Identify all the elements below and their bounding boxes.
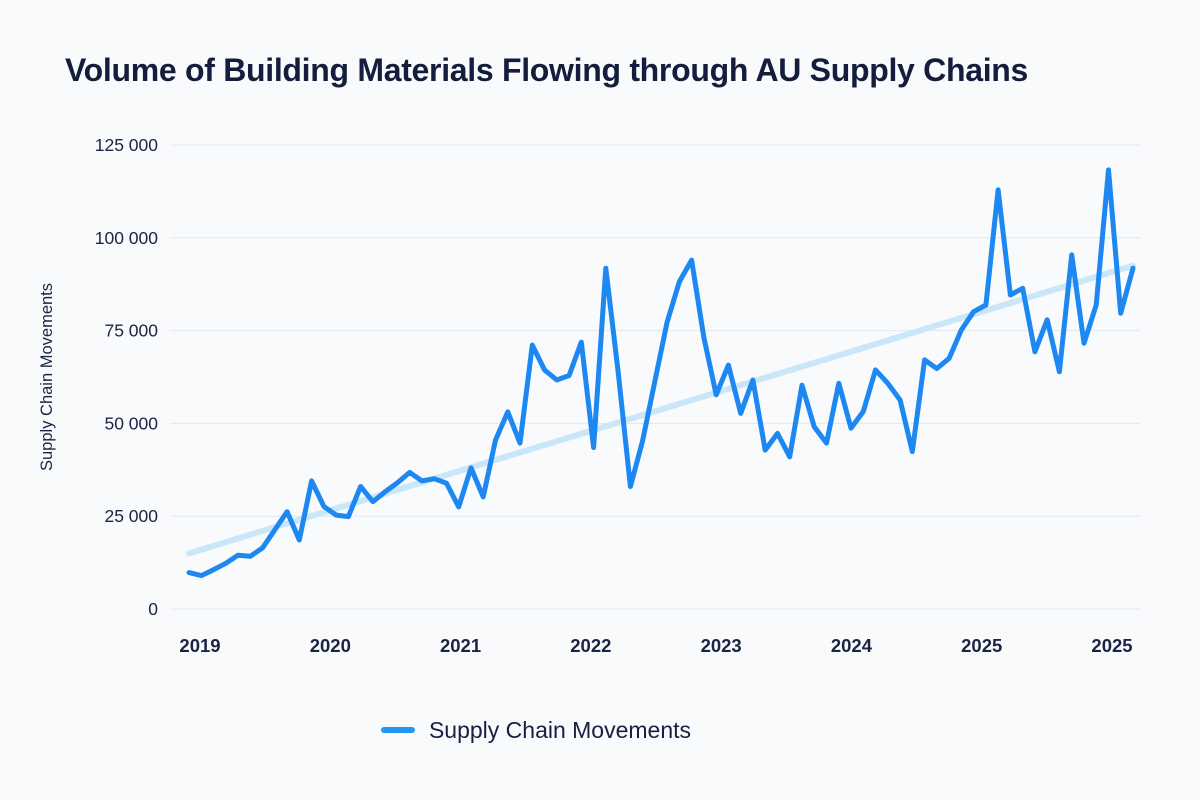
x-tick-label: 2025 — [961, 635, 1002, 656]
x-tick-label: 2019 — [179, 635, 220, 656]
y-tick-label: 75 000 — [104, 321, 158, 341]
y-tick-label: 100 000 — [95, 228, 159, 248]
x-tick-label: 2023 — [701, 635, 742, 656]
y-tick-label: 50 000 — [104, 413, 158, 433]
x-tick-label: 2024 — [831, 635, 873, 656]
x-tick-label: 2025 — [1091, 635, 1132, 656]
data-line-supply-chain-movements — [186, 167, 1136, 579]
x-tick-label: 2022 — [570, 635, 611, 656]
chart-title: Volume of Building Materials Flowing thr… — [65, 52, 1029, 88]
x-tick-label: 2020 — [310, 635, 351, 656]
legend-item-label: Supply Chain Movements — [428, 716, 692, 743]
legend-line-swatch — [380, 727, 415, 733]
x-tick-label: 2021 — [440, 635, 481, 656]
y-axis-title: Supply Chain Movements — [38, 283, 56, 471]
y-tick-label: 25 000 — [104, 506, 158, 526]
chart-legend: Supply Chain Movements — [0, 714, 1072, 746]
trend-line — [186, 262, 1136, 557]
y-tick-label: 0 — [148, 599, 158, 619]
y-tick-label: 125 000 — [95, 135, 159, 155]
